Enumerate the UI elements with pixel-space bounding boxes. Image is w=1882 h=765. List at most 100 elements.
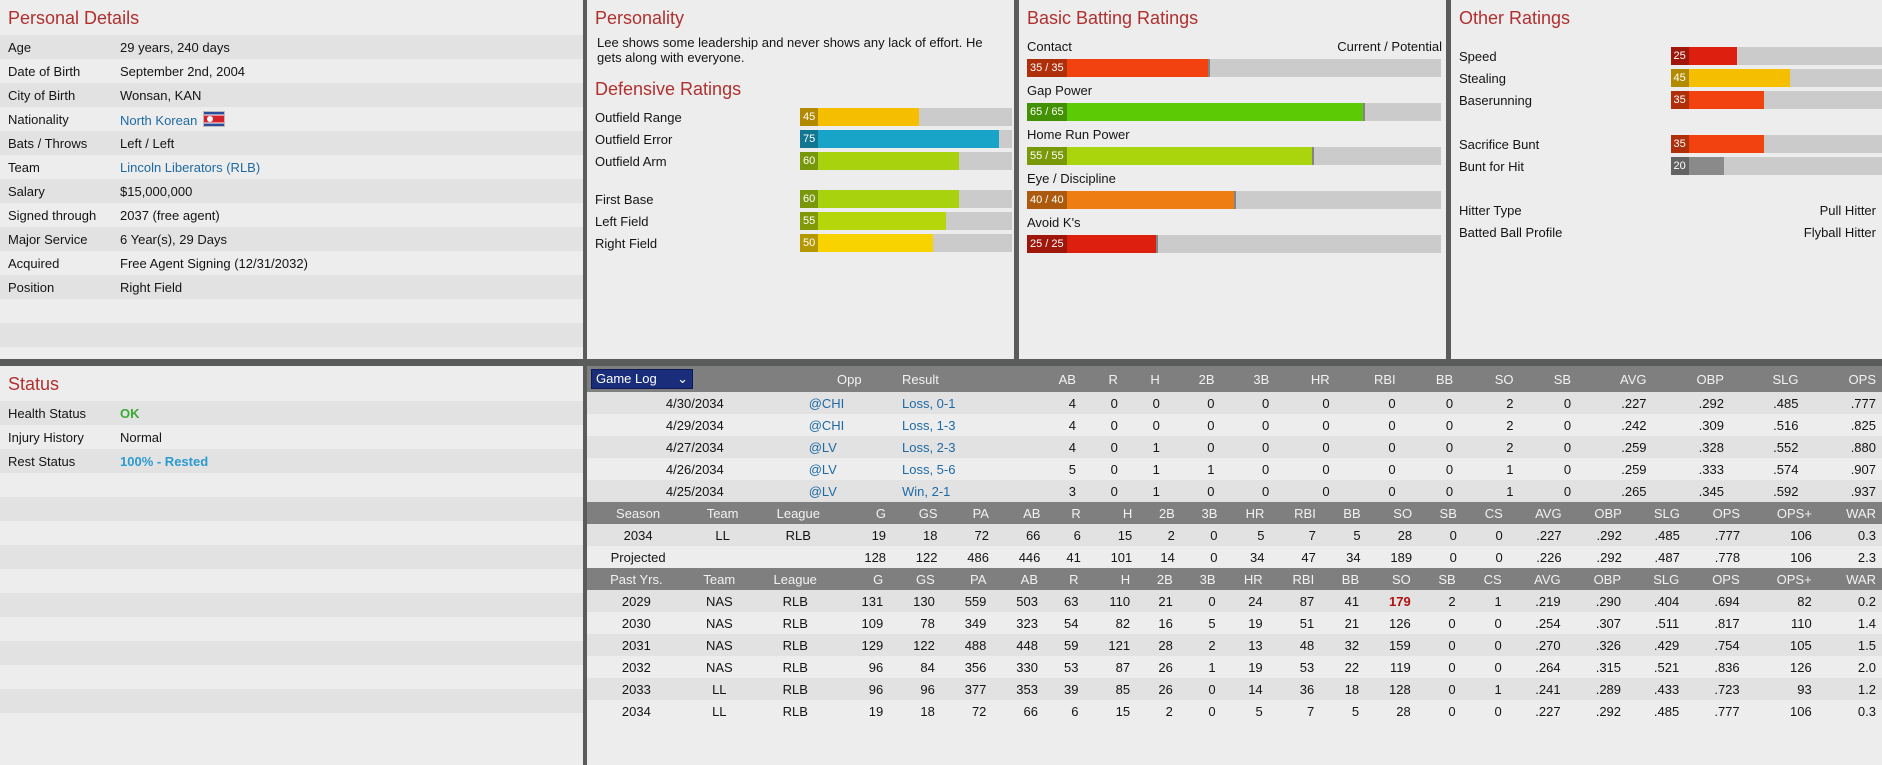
table-cell: 0 [1448,659,1456,675]
column-header[interactable]: CS [1461,568,1508,590]
potential-marker [1234,191,1236,209]
table-cell: 82 [1115,615,1131,631]
game-log-dropdown[interactable]: Game Log ⌄ [587,366,803,392]
game-link[interactable]: Win, 2-1 [896,480,1025,502]
rating-bar: 40 / 40 [1027,191,1441,209]
column-header[interactable]: 3B [1180,502,1224,524]
column-header[interactable]: 2B [1165,366,1221,392]
column-header[interactable]: AVG [1577,366,1653,392]
column-header[interactable]: Opp [802,366,896,392]
column-header[interactable]: G [840,502,893,524]
column-header[interactable]: AVG [1507,568,1567,590]
column-header[interactable]: SB [1416,568,1462,590]
personal-label: Date of Birth [8,63,81,79]
column-header[interactable]: RBI [1268,568,1321,590]
column-header[interactable]: OPS+ [1746,502,1818,524]
column-header[interactable]: Past Yrs. [587,568,686,590]
column-header[interactable]: H [1084,568,1137,590]
column-header[interactable]: WAR [1817,502,1882,524]
column-header[interactable]: H [1086,502,1139,524]
column-header[interactable]: Team [685,568,753,590]
column-header[interactable]: OPS+ [1745,568,1818,590]
column-header[interactable]: CS [1462,502,1509,524]
dropdown-box[interactable]: Game Log ⌄ [591,369,693,389]
column-header[interactable]: OPS [1804,366,1882,392]
column-header[interactable]: Season [587,502,690,524]
column-header[interactable]: BB [1401,366,1460,392]
table-cell: RLB [782,615,808,631]
column-header[interactable]: League [752,568,838,590]
table-cell: 87 [1268,590,1321,612]
column-header[interactable]: PA [940,568,993,590]
table-cell: 82 [1745,590,1818,612]
column-header[interactable]: SO [1365,568,1417,590]
column-header[interactable]: HR [1221,568,1269,590]
table-cell: 78 [920,615,935,631]
column-header[interactable]: WAR [1817,568,1882,590]
column-header[interactable]: OPS [1685,502,1747,524]
column-header[interactable]: AVG [1508,502,1568,524]
column-header[interactable]: HR [1275,366,1336,392]
game-link[interactable]: @CHI [808,417,845,433]
header-row: Past Yrs. Team League G GS PA AB R H 2B 3B HR RBI BB S… [587,568,1882,590]
table-cell: 21 [1136,590,1179,612]
table-cell: .777 [1804,392,1882,414]
column-header[interactable]: SB [1418,502,1463,524]
column-header[interactable]: RBI [1270,502,1322,524]
column-header[interactable]: BB [1320,568,1366,590]
table-cell: .552 [1729,436,1805,458]
column-header[interactable]: 2B [1138,502,1181,524]
column-header[interactable]: SB [1519,366,1578,392]
game-link[interactable]: @LV [802,480,896,502]
game-link[interactable]: Loss, 2-3 [896,436,1025,458]
column-header[interactable]: GS [892,502,944,524]
column-header[interactable]: OBP [1652,366,1730,392]
personal-link[interactable]: Lincoln Liberators (RLB) [120,159,261,175]
column-header[interactable]: H [1123,366,1166,392]
game-link[interactable]: @LV [802,436,896,458]
table-cell: 84 [920,659,935,675]
game-link[interactable]: @CHI [802,392,896,414]
column-header[interactable]: SLG [1729,366,1805,392]
column-header[interactable]: 2B [1136,568,1179,590]
column-header[interactable]: OBP [1567,502,1628,524]
column-header[interactable]: Result [896,366,1025,392]
column-header[interactable]: 3B [1220,366,1276,392]
table-cell: 0 [1208,703,1216,719]
personal-row: Date of Birth September 2nd, 2004 [0,59,583,83]
column-header[interactable]: 3B [1178,568,1222,590]
column-header[interactable]: AB [994,502,1047,524]
game-link[interactable]: @LV [808,461,837,477]
column-header[interactable]: GS [889,568,941,590]
game-link[interactable]: Loss, 0-1 [896,392,1025,414]
column-header[interactable]: OBP [1566,568,1628,590]
column-header[interactable]: SLG [1627,568,1686,590]
column-header[interactable]: PA [943,502,995,524]
chevron-down-icon: ⌄ [677,371,688,386]
column-header[interactable]: RBI [1335,366,1402,392]
column-header[interactable]: AB [992,568,1044,590]
rating-label: Home Run Power [1027,126,1130,142]
rating-value: 60 [800,152,819,170]
column-header[interactable]: SO [1459,366,1520,392]
rating-fill [1670,69,1790,87]
column-header[interactable]: OPS [1685,568,1746,590]
column-header[interactable]: Team [689,502,757,524]
game-link[interactable]: Loss, 5-6 [902,461,956,477]
column-header[interactable]: BB [1321,502,1367,524]
personal-link[interactable]: North Korean [120,112,198,128]
column-header[interactable]: R [1046,502,1087,524]
column-header[interactable]: R [1044,568,1085,590]
personal-label: Team [8,159,40,175]
column-header[interactable]: HR [1223,502,1271,524]
column-header[interactable]: R [1081,366,1124,392]
column-header[interactable]: SLG [1627,502,1686,524]
column-header[interactable]: AB [1024,366,1082,392]
rating-bar: 35 [1670,135,1882,153]
column-header[interactable]: G [837,568,890,590]
game-link[interactable]: Loss, 1-3 [902,417,956,433]
column-header[interactable]: SO [1366,502,1419,524]
column-header[interactable]: League [756,502,841,524]
past-years-table: Past Yrs. Team League G GS PA AB R H 2B 3B HR RBI BB S… [587,568,1882,722]
empty-row [0,713,583,737]
